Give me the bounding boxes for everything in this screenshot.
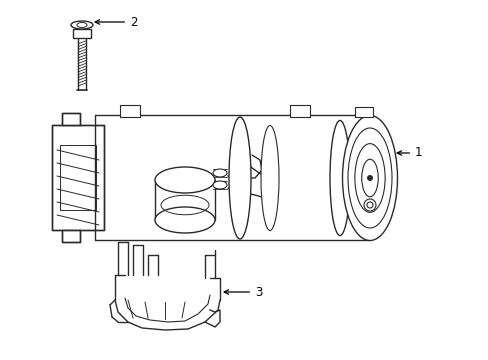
Ellipse shape [213, 169, 226, 177]
Text: 1: 1 [396, 147, 422, 159]
Ellipse shape [155, 207, 215, 233]
Text: 2: 2 [95, 15, 137, 28]
Ellipse shape [261, 126, 279, 230]
Bar [60, 145, 96, 210]
Ellipse shape [71, 21, 93, 29]
Polygon shape [62, 230, 80, 242]
Ellipse shape [342, 116, 397, 240]
Bar [289, 105, 309, 117]
Ellipse shape [329, 121, 349, 235]
Circle shape [366, 202, 372, 208]
Text: 3: 3 [224, 285, 262, 298]
Polygon shape [52, 125, 104, 230]
Polygon shape [62, 113, 80, 125]
Ellipse shape [228, 117, 250, 239]
Bar [354, 107, 372, 117]
Bar [73, 29, 91, 38]
Bar [120, 105, 140, 117]
Ellipse shape [213, 181, 226, 189]
Circle shape [366, 175, 372, 181]
Circle shape [363, 199, 375, 211]
Ellipse shape [155, 167, 215, 193]
